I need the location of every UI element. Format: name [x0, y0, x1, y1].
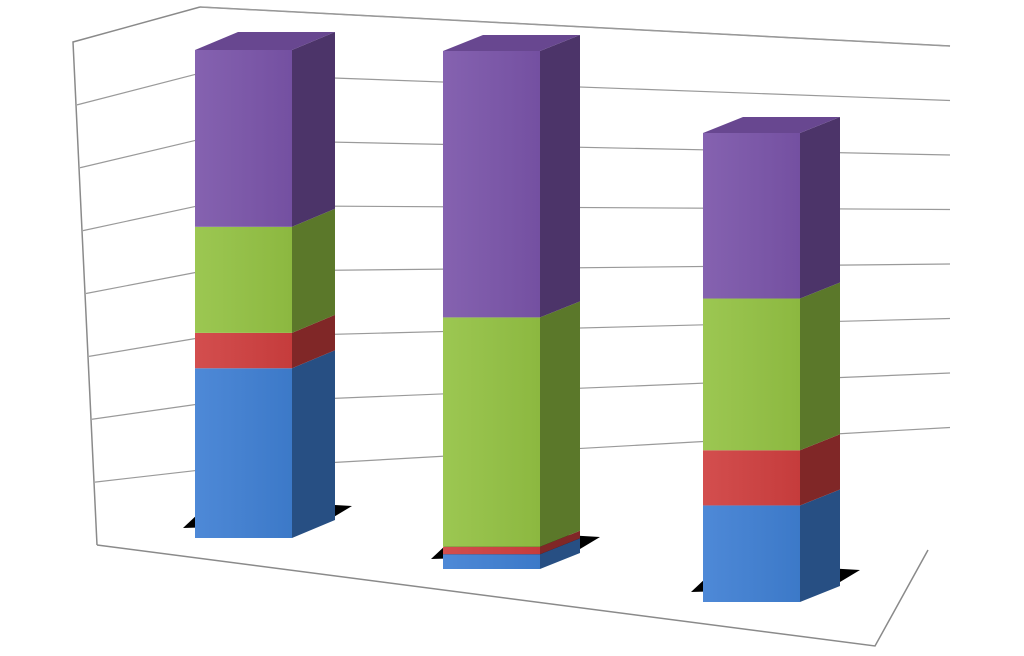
bar-segment-side — [800, 117, 840, 299]
bar-segment-side — [800, 489, 840, 602]
bar-segment — [195, 368, 292, 538]
bar-segment — [443, 554, 540, 569]
bar-top — [195, 32, 335, 50]
side-gridline — [79, 138, 201, 169]
floor-outline — [96, 544, 929, 647]
bar-segment — [703, 133, 800, 299]
bar-column — [431, 35, 600, 569]
bar-segment-side — [292, 314, 335, 369]
side-gridline — [85, 271, 201, 295]
bar-segment-side — [540, 530, 580, 555]
bar-segment-side — [292, 208, 335, 333]
bar-segment — [443, 51, 540, 318]
bar-top — [443, 35, 580, 51]
bar-top — [703, 117, 840, 133]
bar-column — [183, 32, 352, 538]
bar-segment — [703, 450, 800, 506]
side-gridline — [76, 72, 201, 106]
side-gridline — [94, 469, 201, 483]
bar-segment — [443, 546, 540, 555]
bar-segment — [195, 332, 292, 369]
bar-segment — [195, 226, 292, 333]
bar-segment-side — [292, 32, 335, 227]
bar-segment-side — [540, 538, 580, 569]
bar-column — [691, 117, 860, 602]
bar-segment-side — [540, 301, 580, 547]
bar-segment-side — [540, 35, 580, 318]
side-gridline — [91, 403, 201, 420]
bar-segment — [443, 317, 540, 547]
back-gridline — [199, 6, 951, 47]
side-gridline — [88, 337, 201, 357]
bar-segment — [703, 298, 800, 451]
side-gridline — [82, 204, 201, 232]
bar-segment — [195, 50, 292, 227]
bar-segment — [703, 505, 800, 602]
side-wall-outline — [72, 6, 201, 546]
bar-segment-side — [800, 434, 840, 506]
bar-segment-side — [292, 350, 335, 538]
bar-segment-side — [800, 282, 840, 451]
bars-group — [183, 32, 860, 602]
